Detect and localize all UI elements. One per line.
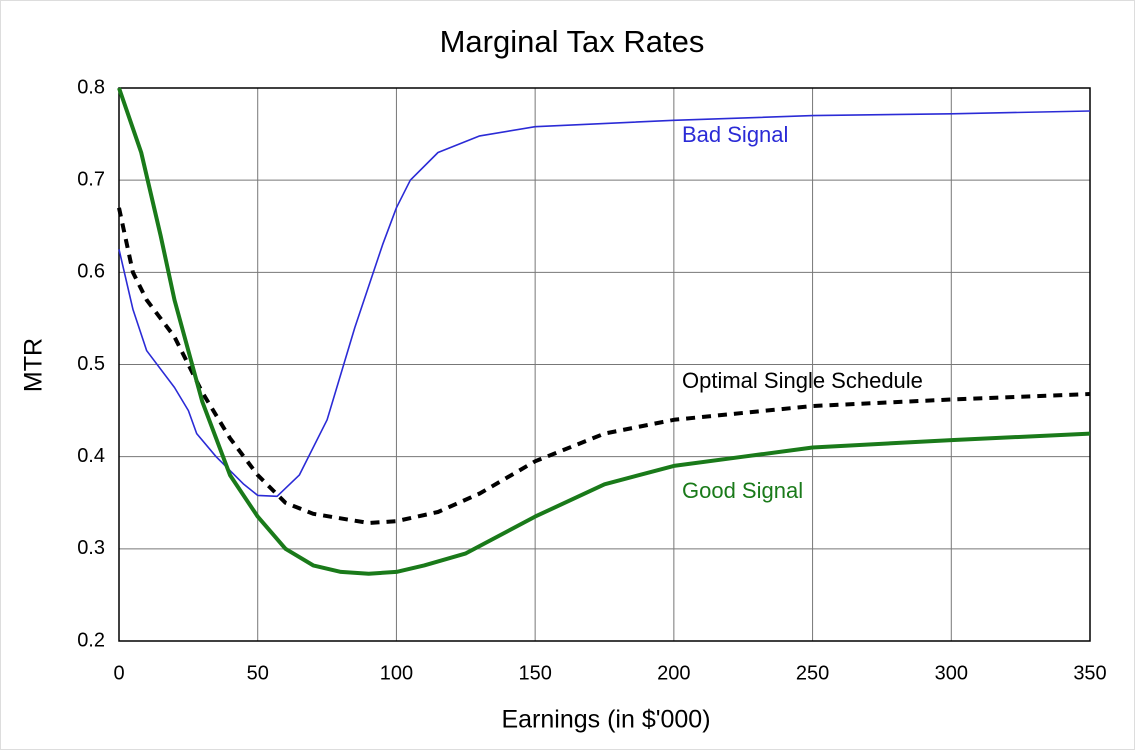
y-axis-label: MTR (20, 338, 48, 392)
series-label: Good Signal (682, 478, 803, 503)
x-tick-label: 150 (518, 662, 551, 684)
chart-title: Marginal Tax Rates (440, 24, 705, 59)
x-tick-label: 300 (935, 662, 968, 684)
y-tick-label: 0.5 (77, 353, 105, 375)
y-tick-label: 0.8 (77, 76, 105, 98)
x-axis-label: Earnings (in $'000) (501, 706, 710, 734)
y-tick-label: 0.3 (77, 537, 105, 559)
line-series (117, 207, 1091, 525)
x-tick-label: 350 (1073, 662, 1106, 684)
y-tick-label: 0.7 (77, 168, 105, 190)
series-label: Optimal Single Schedule (682, 368, 923, 393)
y-tick-label: 0.2 (77, 629, 105, 651)
x-tick-label: 50 (247, 662, 269, 684)
series-label: Bad Signal (682, 122, 788, 147)
line-series (117, 87, 1091, 576)
y-tick-label: 0.6 (77, 261, 105, 283)
x-tick-label: 100 (380, 662, 413, 684)
x-tick-label: 250 (796, 662, 829, 684)
plot-border (118, 87, 1091, 642)
line-series (118, 110, 1091, 498)
x-tick-label: 0 (113, 662, 124, 684)
y-tick-label: 0.4 (77, 445, 105, 467)
x-tick-label: 200 (657, 662, 690, 684)
